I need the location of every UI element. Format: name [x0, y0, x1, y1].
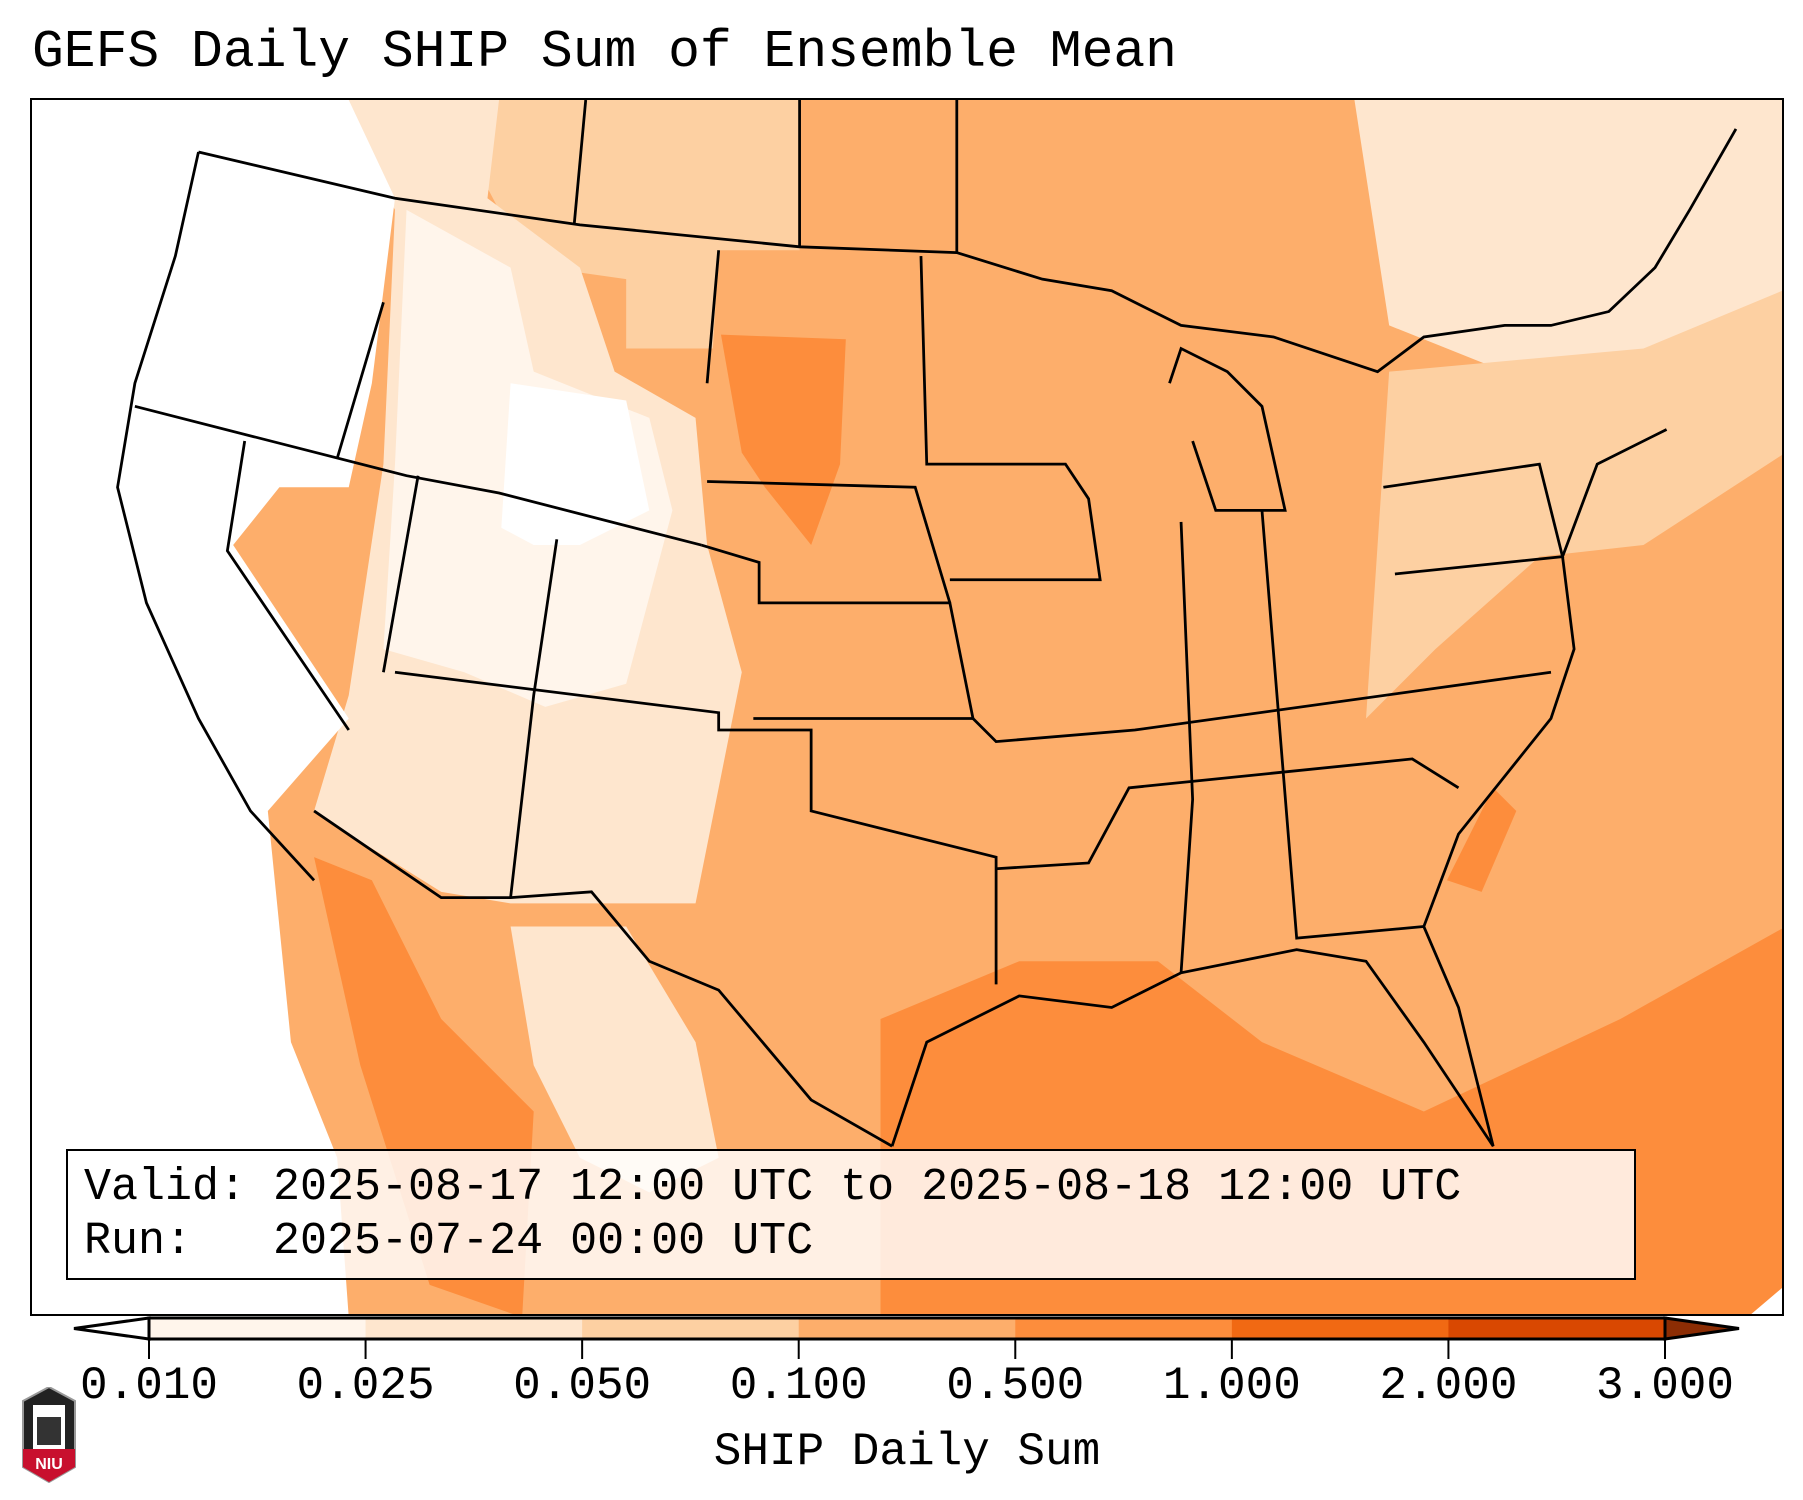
boundaries	[116, 100, 1738, 1148]
colorbar-outline	[147, 1316, 1667, 1341]
ship-field-map	[32, 100, 1782, 1314]
state-line	[1383, 462, 1565, 576]
state-line	[919, 256, 1102, 582]
us-coastline-west	[116, 151, 316, 882]
colorbar-tick-label: 3.000	[1595, 1360, 1735, 1412]
colorbar-bin	[1448, 1318, 1666, 1339]
field-wyoming-white	[501, 383, 650, 546]
colorbar-bin	[149, 1318, 367, 1339]
field-atlantic-dark	[1446, 787, 1517, 892]
map-title: GEFS Daily SHIP Sum of Ensemble Mean	[32, 22, 1177, 82]
field-west-white	[32, 100, 395, 1314]
state-line	[707, 480, 952, 604]
state-line	[335, 301, 385, 459]
state-line	[1168, 346, 1287, 512]
state-line	[700, 543, 975, 720]
colorbar-under-arrow	[73, 1316, 151, 1341]
colorbar-label: SHIP Daily Sum	[713, 1426, 1101, 1478]
colorbar-tick-label: 0.100	[729, 1360, 868, 1412]
colorbar-bin	[1231, 1318, 1449, 1339]
state-line	[972, 670, 1552, 744]
field-mexico-light	[510, 926, 719, 1193]
niu-logo: NIU	[22, 1387, 76, 1483]
state-line	[394, 670, 998, 985]
colorbar-over-arrow	[1663, 1316, 1740, 1341]
colorbar-bin	[798, 1318, 1016, 1339]
colorbar	[73, 1316, 1740, 1359]
colorbar-bin	[582, 1318, 800, 1339]
field-north-light	[441, 100, 800, 349]
us-mexico-border	[313, 809, 893, 1148]
niu-logo-text: NIU	[35, 1456, 63, 1473]
valid-time-text: Valid: 2025-08-17 12:00 UTC to 2025-08-1…	[84, 1162, 1462, 1213]
state-line	[1179, 521, 1195, 973]
colorbar-tick-label: 0.050	[513, 1360, 652, 1412]
state-line	[705, 250, 721, 384]
colorbar-tick-label: 2.000	[1379, 1360, 1518, 1412]
state-line	[382, 475, 420, 673]
valid-run-info-box: Valid: 2025-08-17 12:00 UTC to 2025-08-1…	[66, 1149, 1636, 1280]
state-line	[1260, 510, 1424, 940]
colorbar-tick-label: 0.025	[296, 1360, 435, 1412]
colorbar-tick-label: 1.000	[1162, 1360, 1301, 1412]
us-coastline-gulf-east	[890, 428, 1668, 1147]
state-line	[509, 539, 559, 898]
field-sd-dark	[720, 334, 846, 546]
colorbar-bin	[365, 1318, 583, 1339]
colorbar-tick-label: 0.500	[946, 1360, 1085, 1412]
state-line	[225, 440, 350, 731]
colorbar-tick-label: 0.010	[79, 1360, 219, 1412]
state-line	[134, 404, 702, 547]
colorbar-bin	[1015, 1318, 1233, 1339]
state-line	[572, 100, 588, 225]
us-canada-border	[198, 128, 1738, 374]
map-panel	[30, 98, 1784, 1316]
state-line	[996, 757, 1460, 871]
run-time-text: Run: 2025-07-24 00:00 UTC	[84, 1216, 814, 1267]
field-east-light	[1366, 290, 1782, 719]
